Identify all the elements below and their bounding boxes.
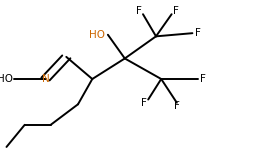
Text: F: F [173,6,179,16]
Text: HO: HO [89,30,105,40]
Text: F: F [200,74,206,84]
Text: HO: HO [0,74,13,84]
Text: F: F [141,98,147,108]
Text: F: F [136,6,142,16]
Text: F: F [174,101,180,111]
Text: F: F [195,28,201,38]
Text: N: N [42,74,49,84]
